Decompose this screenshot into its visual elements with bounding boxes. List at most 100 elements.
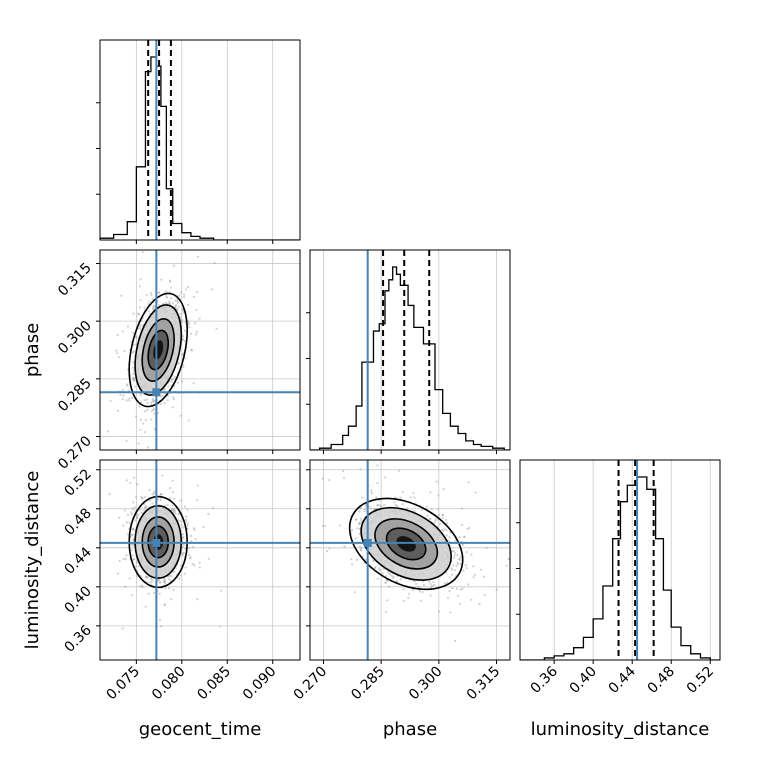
panel-geocent-time-vs-luminosity-distance-sample — [220, 589, 223, 592]
panel-geocent-time-vs-phase-sample — [115, 352, 119, 355]
panel-geocent-time-vs-phase-sample — [170, 296, 173, 300]
panel-phase-vs-luminosity-distance-xtick-label-3: 0.315 — [464, 664, 504, 704]
panel-geocent-time-vs-luminosity-distance-sample — [144, 495, 147, 499]
panel-geocent-time-vs-phase-sample — [152, 400, 155, 403]
panel-geocent-time-vs-luminosity-distance-sample — [158, 581, 161, 584]
panel-phase-vs-luminosity-distance-sample — [387, 572, 390, 575]
panel-geocent-time-vs-luminosity-distance-sample — [123, 509, 126, 512]
panel-geocent-time-vs-phase-sample — [176, 381, 179, 384]
panel-geocent-time-vs-phase-sample — [150, 401, 153, 404]
panel-geocent-time-vs-luminosity-distance-sample — [148, 489, 151, 492]
panel-geocent-time-vs-luminosity-distance-sample — [189, 557, 192, 560]
panel-geocent-time-vs-luminosity-distance-sample — [145, 505, 148, 508]
panel-phase-vs-luminosity-distance-sample — [434, 519, 437, 522]
panel-geocent-time-vs-phase-sample — [160, 278, 163, 281]
panel-geocent-time-vs-phase-sample — [120, 294, 123, 297]
panel-phase-vs-luminosity-distance-sample — [414, 582, 418, 585]
panel-geocent-time-vs-luminosity-distance-sample — [136, 515, 139, 518]
hist-luminosity-distance-xtick-label-4: 0.52 — [684, 664, 717, 697]
panel-phase-vs-luminosity-distance-sample — [343, 476, 346, 480]
panel-geocent-time-vs-phase-sample — [171, 406, 174, 409]
panel-geocent-time-vs-luminosity-distance-sample — [198, 566, 201, 569]
panel-geocent-time-vs-luminosity-distance-sample — [122, 524, 125, 527]
panel-phase-vs-luminosity-distance-sample — [361, 496, 364, 499]
panel-geocent-time-vs-phase-sample — [182, 365, 185, 369]
panel-geocent-time-vs-luminosity-distance-sample — [183, 572, 186, 575]
panel-phase-vs-luminosity-distance-sample — [438, 522, 441, 525]
panel-phase-vs-luminosity-distance-sample — [432, 583, 436, 586]
panel-phase-vs-luminosity-distance-sample — [421, 508, 424, 511]
panel-phase-vs-luminosity-distance-sample — [450, 567, 453, 570]
panel-phase-vs-luminosity-distance-sample — [448, 536, 451, 539]
panel-geocent-time-vs-phase-sample — [150, 418, 153, 421]
panel-geocent-time-vs-luminosity-distance-sample — [125, 521, 128, 524]
panel-phase-vs-luminosity-distance-sample — [376, 504, 379, 507]
panel-geocent-time-vs-luminosity-distance-sample — [142, 509, 146, 512]
panel-geocent-time-vs-phase-sample — [161, 394, 164, 398]
panel-phase-vs-luminosity-distance-sample — [465, 567, 468, 570]
panel-phase-vs-luminosity-distance-sample — [376, 464, 379, 467]
panel-geocent-time-vs-phase-sample — [187, 303, 190, 306]
panel-phase-vs-luminosity-distance-sample — [461, 587, 464, 590]
panel-geocent-time-vs-phase-sample — [145, 398, 148, 401]
panel-geocent-time-vs-luminosity-distance-sample — [144, 575, 147, 578]
panel-phase-vs-luminosity-distance-sample — [451, 568, 454, 571]
panel-geocent-time-vs-luminosity-distance-sample — [174, 512, 177, 515]
panel-geocent-time-vs-phase-sample — [117, 356, 120, 359]
panel-geocent-time-vs-luminosity-distance-sample — [191, 546, 194, 549]
panel-geocent-time-vs-phase-sample — [180, 380, 184, 383]
panel-geocent-time-vs-phase-sample — [171, 302, 175, 305]
panel-geocent-time-vs-phase-truth-marker — [152, 388, 161, 397]
panel-phase-vs-luminosity-distance-sample — [478, 603, 481, 606]
panel-phase-vs-luminosity-distance-sample — [465, 551, 468, 554]
panel-geocent-time-vs-luminosity-distance-sample — [133, 476, 136, 479]
panel-geocent-time-vs-phase-sample — [183, 329, 187, 332]
panel-phase-vs-luminosity-distance-sample — [376, 482, 379, 485]
panel-geocent-time-vs-luminosity-distance-sample — [126, 533, 130, 536]
panel-geocent-time-vs-phase-sample — [131, 366, 134, 369]
panel-geocent-time-vs-luminosity-distance-sample — [129, 535, 132, 538]
panel-phase-vs-luminosity-distance-contour-3 — [385, 527, 427, 561]
panel-geocent-time-vs-luminosity-distance-sample — [139, 585, 142, 588]
panel-geocent-time-vs-phase-sample — [139, 278, 142, 281]
panel-geocent-time-vs-luminosity-distance-sample — [192, 527, 195, 530]
panel-phase-vs-luminosity-distance-sample — [384, 610, 388, 614]
panel-phase-vs-luminosity-distance-sample — [359, 517, 362, 520]
panel-geocent-time-vs-phase-sample — [192, 382, 195, 385]
panel-phase-vs-luminosity-distance-sample — [432, 580, 435, 584]
panel-phase-vs-luminosity-distance-sample — [442, 488, 445, 491]
panel-phase-vs-luminosity-distance-sample — [413, 496, 416, 499]
panel-phase-vs-luminosity-distance-sample — [432, 521, 436, 524]
panel-geocent-time-vs-phase-sample — [131, 331, 135, 335]
panel-geocent-time-vs-phase-sample — [121, 330, 124, 333]
panel-geocent-time-vs-phase-sample — [116, 333, 119, 337]
panel-phase-vs-luminosity-distance-sample — [422, 583, 426, 587]
panel-geocent-time-vs-phase-contour-0 — [128, 292, 188, 408]
panel-geocent-time-vs-phase-sample — [176, 301, 179, 304]
panel-geocent-time-vs-phase-sample — [181, 338, 184, 341]
panel-geocent-time-vs-luminosity-distance-sample — [190, 540, 193, 543]
panel-geocent-time-vs-luminosity-distance-sample — [182, 551, 185, 554]
panel-geocent-time-vs-luminosity-distance-sample — [211, 506, 215, 509]
panel-geocent-time-vs-luminosity-distance-sample — [136, 569, 139, 572]
panel-geocent-time-vs-luminosity-distance-sample — [169, 579, 172, 582]
panel-geocent-time-vs-phase-sample — [145, 293, 148, 296]
panel-phase-vs-luminosity-distance-sample — [418, 590, 421, 593]
panel-phase-vs-luminosity-distance-sample — [409, 673, 411, 675]
panel-geocent-time-vs-phase-sample — [131, 376, 135, 380]
panel-phase-vs-luminosity-distance-sample — [460, 523, 464, 526]
panel-geocent-time-vs-luminosity-distance-sample — [161, 474, 164, 477]
panel-geocent-time-vs-luminosity-distance-sample — [148, 499, 151, 502]
panel-phase-vs-luminosity-distance-sample — [370, 492, 374, 495]
panel-geocent-time-vs-phase-contour-1 — [134, 304, 183, 396]
panel-geocent-time-vs-phase-sample — [180, 319, 184, 322]
hist-luminosity-distance-steps — [520, 476, 720, 660]
panel-phase-vs-luminosity-distance-sample — [409, 496, 412, 499]
panel-geocent-time-vs-luminosity-distance-sample — [133, 557, 136, 561]
panel-phase-vs-luminosity-distance-sample — [428, 580, 431, 583]
panel-phase-vs-luminosity-distance-sample — [373, 566, 377, 570]
panel-phase-vs-luminosity-distance-sample — [399, 496, 402, 499]
panel-geocent-time-vs-phase-sample — [127, 389, 130, 392]
panel-geocent-time-vs-luminosity-distance-sample — [171, 479, 174, 482]
